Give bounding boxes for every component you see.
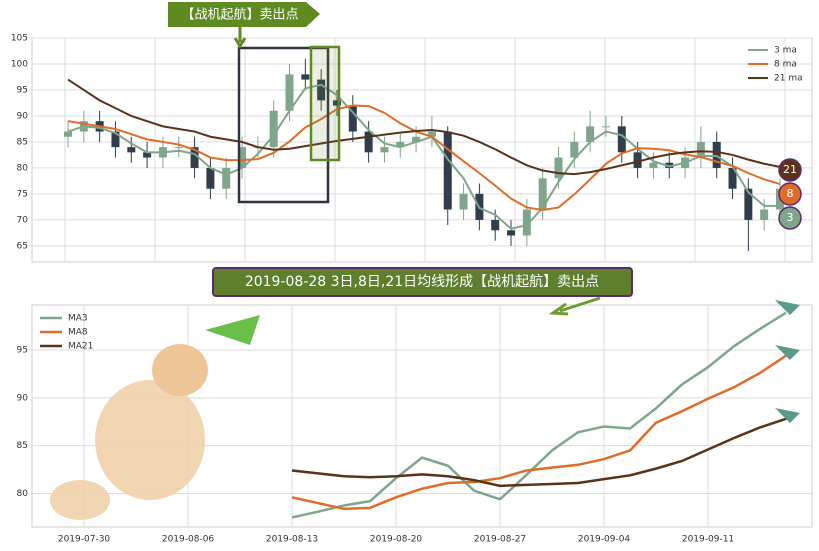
y-tick-label: 90 <box>17 111 29 121</box>
candle-body <box>427 131 436 137</box>
y-tick-label: 70 <box>17 215 29 225</box>
ma-line <box>67 83 780 230</box>
candle-body <box>269 110 278 148</box>
end-badge <box>778 182 802 206</box>
candle-body <box>380 147 389 153</box>
end-badge-label: 3 <box>787 211 794 224</box>
x-tick-label: 2019-07-30 <box>58 535 111 545</box>
y-tick-label: 65 <box>17 241 28 251</box>
candle-body <box>696 141 705 158</box>
candle-body <box>712 141 721 168</box>
candle-body <box>744 188 753 220</box>
candle-body <box>127 147 136 153</box>
candle-body <box>760 209 769 220</box>
ma-line <box>291 417 787 488</box>
candle-body <box>491 219 500 231</box>
highlight-box <box>237 46 330 204</box>
x-tick-label: 2019-08-13 <box>266 535 318 545</box>
x-tick-label: 2019-09-11 <box>682 535 734 545</box>
middle-arrow <box>548 296 601 316</box>
candle-body <box>443 131 452 210</box>
y-tick-label: 90 <box>17 393 29 403</box>
candle-body <box>522 209 531 236</box>
legend-label: 21 ma <box>774 74 803 84</box>
candle-body <box>617 126 626 153</box>
y-tick-label: 80 <box>17 489 29 499</box>
top-banner <box>168 2 320 27</box>
candle-body <box>64 131 72 137</box>
candle-body <box>459 193 468 210</box>
candle-body <box>206 167 215 189</box>
ma-line <box>67 104 781 212</box>
y-tick-label: 95 <box>17 345 28 355</box>
candle-body <box>586 126 595 142</box>
signal-box <box>309 45 341 162</box>
y-tick-label: 85 <box>17 441 28 451</box>
candle-body <box>396 141 405 148</box>
planes <box>775 300 800 423</box>
x-tick-label: 2019-08-20 <box>370 535 423 545</box>
x-tick-label: 2019-08-27 <box>474 535 526 545</box>
candle-body <box>174 147 183 149</box>
y-tick-label: 100 <box>11 59 28 69</box>
candle-body <box>238 147 247 168</box>
ma-line <box>291 354 787 511</box>
y-tick-label: 80 <box>17 163 29 173</box>
legend-label: MA8 <box>68 328 88 338</box>
candle-body <box>412 136 421 142</box>
y-tick-label: 85 <box>17 137 28 147</box>
ma-line <box>291 311 787 519</box>
candle-body <box>649 162 658 168</box>
candle-body <box>222 167 231 189</box>
candle-body <box>301 74 310 80</box>
y-tick-label: 105 <box>11 34 28 44</box>
dog-illustration <box>50 315 260 520</box>
candle-body <box>285 74 294 111</box>
candle-body <box>332 100 341 106</box>
end-badge <box>778 158 802 182</box>
top-arrow <box>233 27 247 49</box>
candle-body <box>143 152 152 158</box>
candle-body <box>348 105 357 132</box>
x-tick-label: 2019-09-04 <box>578 535 631 545</box>
x-tick-label: 2019-08-06 <box>162 535 215 545</box>
candle-body <box>364 131 373 153</box>
candle-body <box>633 152 642 168</box>
candle-body <box>190 147 199 168</box>
top-banner-text: 【战机起航】卖出点 <box>181 7 298 23</box>
candle-body <box>554 157 563 179</box>
candle-body <box>601 126 610 128</box>
candle-body <box>317 79 326 101</box>
candle-body <box>538 178 547 210</box>
legend-label: MA21 <box>68 342 93 352</box>
middle-banner <box>212 267 633 297</box>
legend-label: MA3 <box>68 314 88 324</box>
y-tick-label: 95 <box>17 85 28 95</box>
end-badge-label: 21 <box>783 163 797 176</box>
candle-body <box>507 230 516 236</box>
legend-label: 8 ma <box>774 60 797 70</box>
end-badge <box>778 206 802 230</box>
candle-body <box>728 167 737 189</box>
candle-body <box>570 141 579 158</box>
end-badge-label: 8 <box>787 187 794 200</box>
ma-line <box>67 78 781 176</box>
middle-banner-text: 2019-08-28 3日,8日,21日均线形成【战机起航】卖出点 <box>245 274 599 290</box>
legend-label: 3 ma <box>774 46 797 56</box>
y-tick-label: 75 <box>17 189 28 199</box>
candle-body <box>111 131 120 148</box>
